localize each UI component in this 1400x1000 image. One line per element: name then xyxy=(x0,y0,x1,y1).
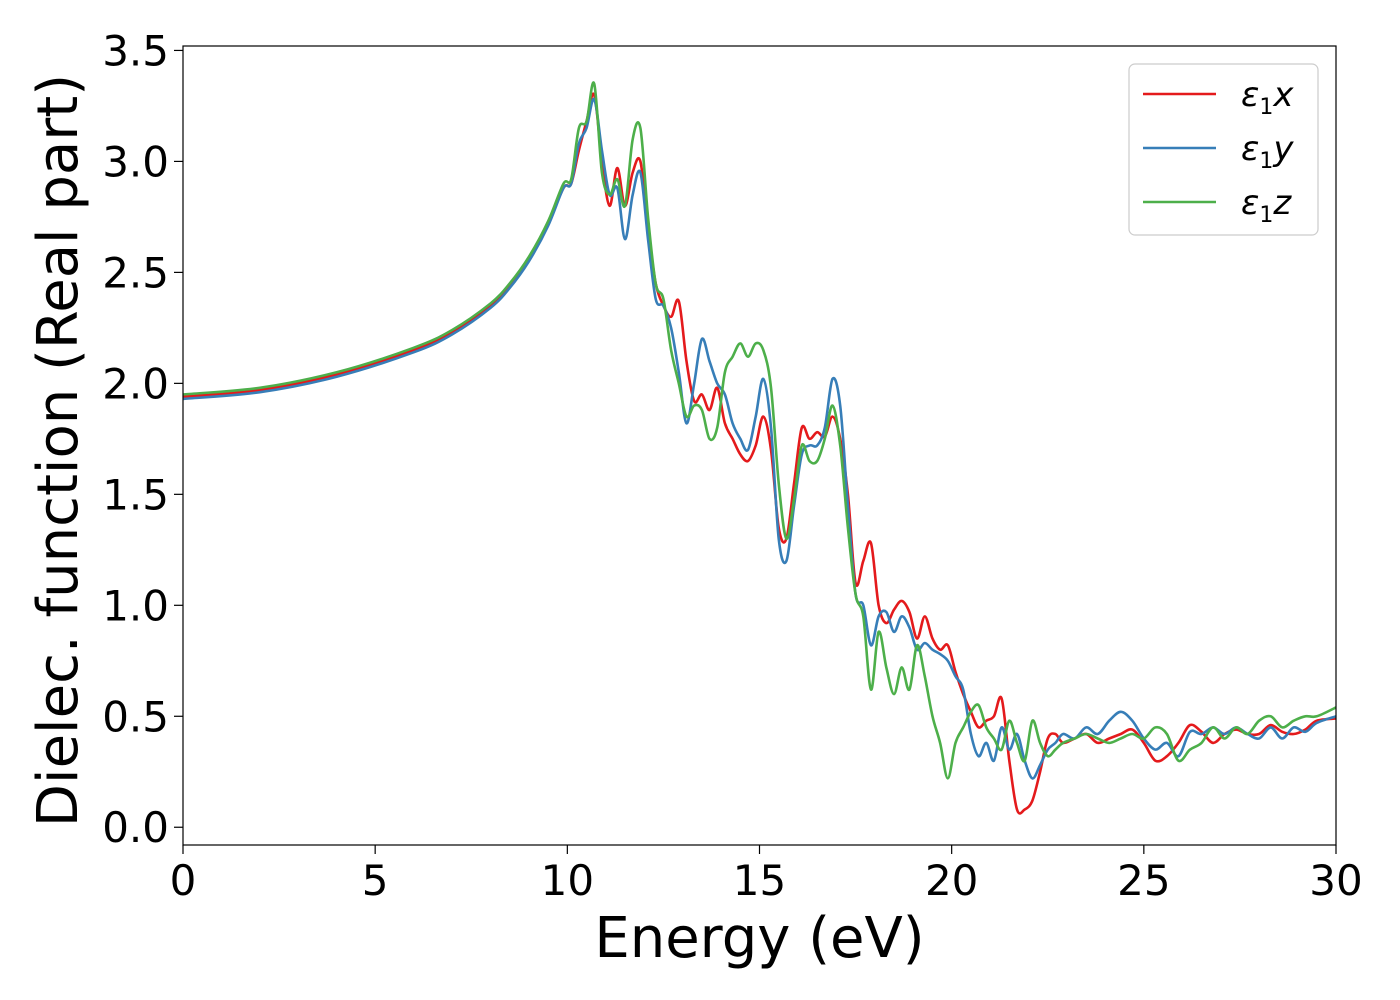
y-tick-label: 0.5 xyxy=(102,692,169,741)
x-axis-title: Energy (eV) xyxy=(594,906,924,971)
x-tick-label: 15 xyxy=(733,856,786,905)
legend-label: ε1x xyxy=(1241,75,1294,120)
legend-label: ε1z xyxy=(1241,183,1292,228)
y-tick-label: 1.0 xyxy=(102,581,169,630)
legend: ε1x ε1y ε1z xyxy=(1128,63,1319,236)
legend-box xyxy=(1128,63,1319,236)
x-tick-label: 5 xyxy=(362,856,389,905)
legend-label: ε1y xyxy=(1241,129,1294,174)
x-tick-label: 0 xyxy=(170,856,197,905)
series-line-y xyxy=(183,97,1336,780)
y-tick-label: 2.0 xyxy=(102,359,169,408)
series-line-z xyxy=(183,81,1336,780)
y-tick-label: 3.5 xyxy=(102,26,169,75)
x-tick-label: 10 xyxy=(541,856,594,905)
y-axis-title: Dielec. function (Real part) xyxy=(26,74,91,827)
plot-area xyxy=(183,81,1336,815)
x-tick-label: 30 xyxy=(1309,856,1362,905)
y-axis-ticks: 0.0 0.5 1.0 1.5 2.0 2.5 3.0 3.5 xyxy=(102,26,183,852)
x-axis-ticks: 0 5 10 15 20 25 30 xyxy=(170,845,1363,905)
y-tick-label: 3.0 xyxy=(102,137,169,186)
y-tick-label: 0.0 xyxy=(102,803,169,852)
x-tick-label: 20 xyxy=(925,856,978,905)
y-tick-label: 1.5 xyxy=(102,470,169,519)
y-tick-label: 2.5 xyxy=(102,248,169,297)
x-tick-label: 25 xyxy=(1117,856,1170,905)
